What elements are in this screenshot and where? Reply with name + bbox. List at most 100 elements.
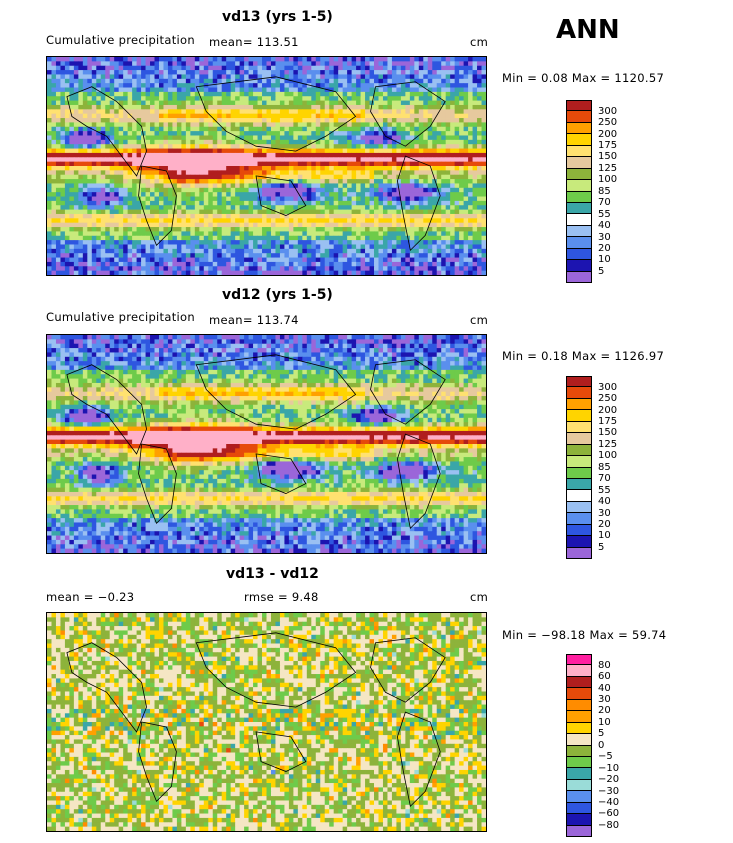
field-cell bbox=[459, 109, 465, 115]
field-cell bbox=[167, 65, 173, 71]
field-cell bbox=[109, 335, 115, 340]
field-cell bbox=[445, 131, 451, 136]
field-cell bbox=[427, 65, 433, 71]
field-cell bbox=[257, 96, 263, 101]
field-cell bbox=[136, 261, 142, 267]
field-cell bbox=[176, 200, 182, 206]
field-cell bbox=[185, 248, 191, 254]
field-cell bbox=[239, 209, 245, 215]
field-cell bbox=[51, 96, 57, 101]
field-cell bbox=[230, 187, 236, 193]
field-cell bbox=[203, 231, 209, 237]
field-cell bbox=[100, 192, 106, 197]
field-cell bbox=[297, 139, 303, 145]
field-cell bbox=[297, 74, 303, 80]
field-cell bbox=[123, 244, 129, 250]
field-cell bbox=[55, 261, 61, 267]
field-cell bbox=[382, 244, 388, 250]
field-cell bbox=[423, 87, 429, 93]
field-cell bbox=[47, 253, 52, 258]
field-cell bbox=[181, 131, 187, 136]
field-cell bbox=[230, 57, 236, 62]
field-cell bbox=[400, 187, 406, 193]
field-cell bbox=[118, 61, 124, 67]
field-cell bbox=[127, 192, 133, 197]
field-cell bbox=[423, 235, 429, 241]
field-cell bbox=[445, 170, 451, 176]
field-cell bbox=[374, 157, 379, 163]
field-cell bbox=[418, 104, 424, 110]
field-cell bbox=[212, 144, 218, 149]
field-cell bbox=[266, 65, 272, 71]
field-cell bbox=[212, 205, 218, 210]
field-cell bbox=[114, 61, 120, 67]
field-cell bbox=[477, 148, 482, 154]
field-cell bbox=[477, 96, 482, 101]
field-cell bbox=[51, 266, 57, 272]
field-cell bbox=[405, 192, 411, 197]
field-cell bbox=[235, 161, 241, 167]
panel2-mean: mean= 113.74 bbox=[209, 313, 299, 327]
field-cell bbox=[145, 257, 151, 263]
field-cell bbox=[82, 261, 88, 267]
field-cell bbox=[69, 209, 75, 215]
field-cell bbox=[55, 122, 61, 128]
field-cell bbox=[288, 248, 294, 254]
field-cell bbox=[253, 57, 258, 62]
field-cell bbox=[100, 65, 106, 71]
field-cell bbox=[275, 240, 281, 245]
field-cell bbox=[69, 192, 75, 197]
field-cell bbox=[150, 61, 155, 67]
field-cell bbox=[374, 174, 379, 180]
field-cell bbox=[132, 135, 137, 141]
field-cell bbox=[60, 213, 66, 219]
field-cell bbox=[221, 61, 227, 67]
field-cell bbox=[270, 126, 276, 132]
field-cell bbox=[91, 96, 97, 101]
field-cell bbox=[257, 100, 263, 106]
field-cell bbox=[288, 70, 294, 75]
field-cell bbox=[360, 122, 366, 128]
field-cell bbox=[284, 78, 290, 84]
field-cell bbox=[266, 235, 272, 241]
field-cell bbox=[360, 70, 366, 75]
field-cell bbox=[468, 270, 473, 275]
field-cell bbox=[47, 122, 52, 128]
field-cell bbox=[288, 187, 294, 193]
field-cell bbox=[432, 152, 438, 158]
field-cell bbox=[190, 257, 196, 263]
field-cell bbox=[109, 122, 115, 128]
field-cell bbox=[279, 183, 285, 189]
field-cell bbox=[262, 161, 267, 167]
field-cell bbox=[374, 209, 379, 215]
field-cell bbox=[391, 266, 397, 272]
field-cell bbox=[145, 104, 151, 110]
field-cell bbox=[324, 205, 330, 210]
field-cell bbox=[221, 231, 227, 237]
field-cell bbox=[382, 205, 388, 210]
field-cell bbox=[391, 244, 397, 250]
field-cell bbox=[199, 96, 205, 101]
field-cell bbox=[454, 157, 460, 163]
field-cell bbox=[203, 148, 209, 154]
field-cell bbox=[118, 179, 124, 184]
field-cell bbox=[82, 87, 88, 93]
field-cell bbox=[51, 65, 57, 71]
field-cell bbox=[150, 144, 155, 149]
field-cell bbox=[450, 222, 456, 228]
field-cell bbox=[405, 227, 411, 232]
field-cell bbox=[163, 148, 169, 154]
field-cell bbox=[64, 257, 70, 263]
field-cell bbox=[257, 222, 263, 228]
field-cell bbox=[145, 100, 151, 106]
field-cell bbox=[145, 78, 151, 84]
field-cell bbox=[441, 109, 447, 115]
field-cell bbox=[91, 227, 97, 232]
field-cell bbox=[64, 131, 70, 136]
field-cell bbox=[230, 213, 236, 219]
field-cell bbox=[342, 91, 348, 97]
field-cell bbox=[235, 70, 241, 75]
field-cell bbox=[127, 70, 133, 75]
field-cell bbox=[320, 261, 326, 267]
field-cell bbox=[109, 270, 115, 275]
